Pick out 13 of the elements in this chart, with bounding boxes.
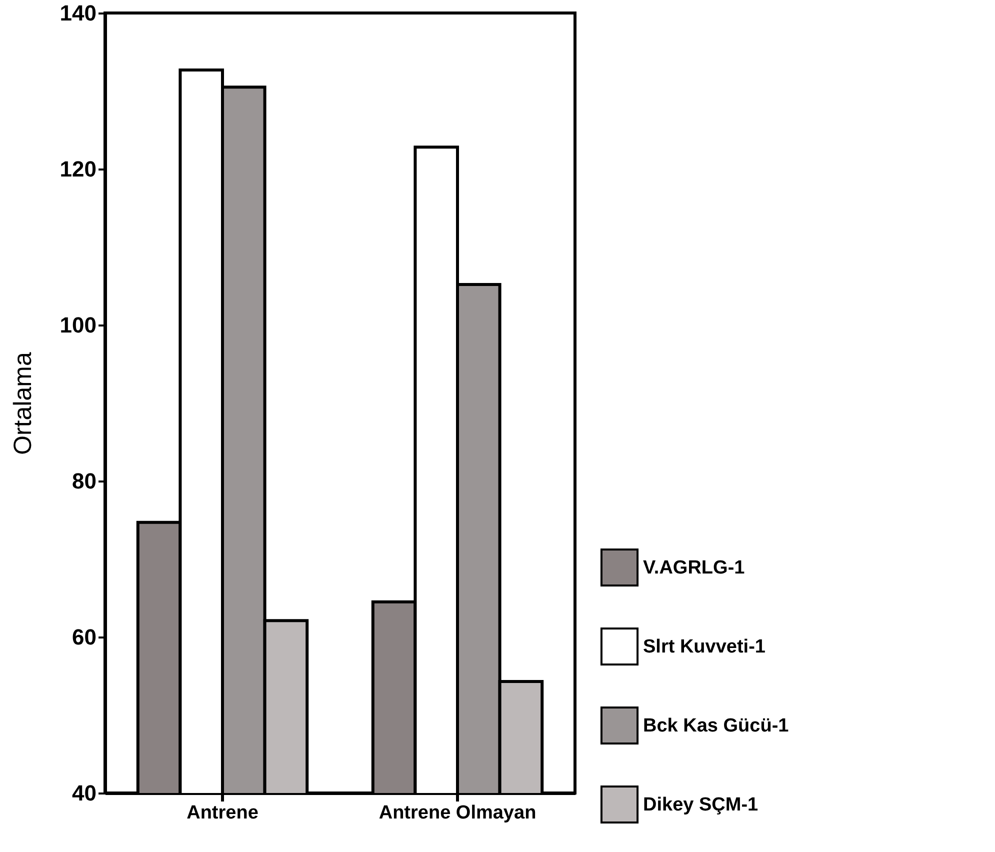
legend-label: Bck Kas Gücü-1	[643, 716, 790, 736]
y-tick-label: 80	[72, 468, 96, 494]
legend-label: V.AGRLG-1	[643, 558, 746, 578]
x-tick-label: Antrene	[186, 802, 258, 824]
x-tick-label: Antrene Olmayan	[378, 802, 536, 824]
y-tick-label: 40	[72, 780, 96, 806]
legend-label: Dikey SÇM-1	[643, 794, 759, 816]
y-axis-title: Ortalama	[8, 352, 37, 455]
y-tick-label: 140	[60, 0, 96, 26]
y-tick-label: 120	[60, 156, 96, 182]
y-tick-label: 60	[72, 624, 96, 650]
y-tick-label: 100	[60, 312, 96, 338]
legend-label: Slrt Kuvveti-1	[643, 636, 766, 658]
